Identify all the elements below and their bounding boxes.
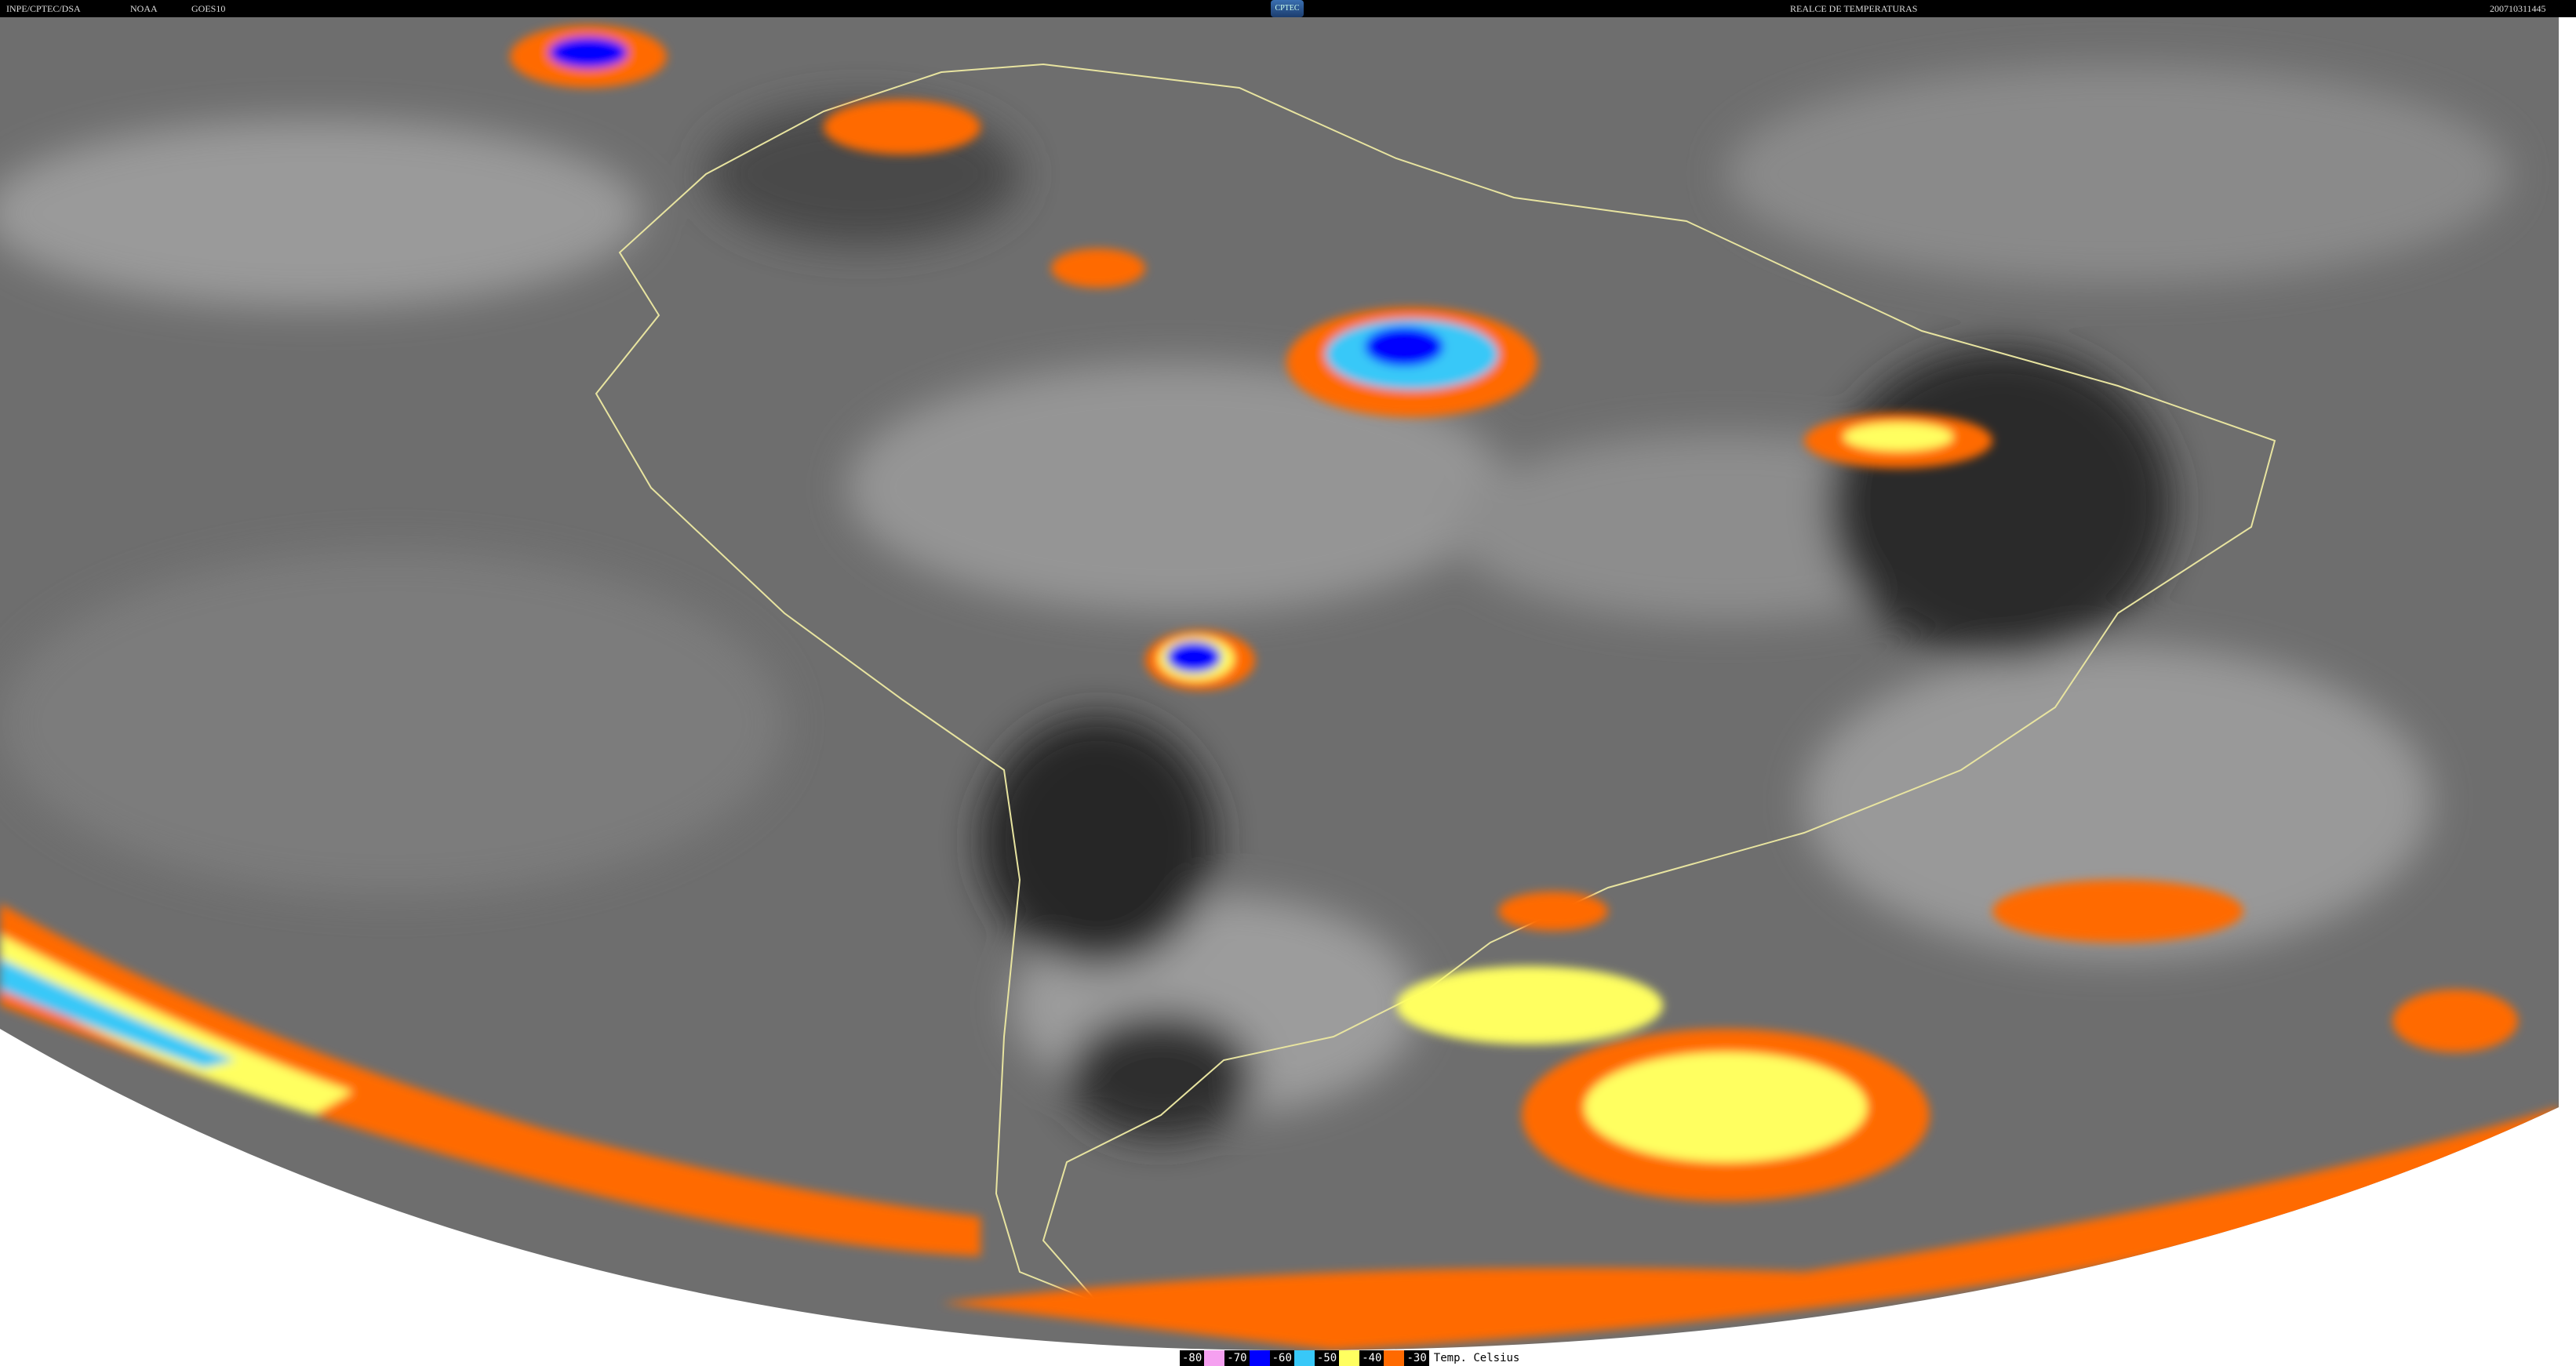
- legend-label: -40: [1359, 1350, 1384, 1366]
- legend-label: -30: [1404, 1350, 1429, 1366]
- legend-label: -80: [1180, 1350, 1205, 1366]
- cloud-field: [0, 64, 2510, 1139]
- cptec-logo: CPTEC: [1271, 0, 1304, 17]
- legend-swatch: [1293, 1350, 1315, 1366]
- source-label: INPE/CPTEC/DSA: [6, 3, 81, 14]
- header-bar: INPE/CPTEC/DSA NOAA GOES10 CPTEC REALCE …: [0, 0, 2576, 17]
- continent-outline: [595, 63, 2276, 1304]
- legend-swatch: [1384, 1350, 1405, 1366]
- legend-label: -60: [1269, 1350, 1294, 1366]
- cold-cloud-tops: [0, 25, 2559, 1350]
- legend-label: -50: [1314, 1350, 1340, 1366]
- legend-unit: Temp. Celsius: [1433, 1352, 1520, 1364]
- satellite-image: [0, 17, 2576, 1366]
- agency-label: NOAA: [130, 3, 158, 14]
- timestamp: 200710311445: [2490, 3, 2546, 14]
- temperature-legend: -80 -70 -60 -50 -40 -30 Temp. Celsius: [1180, 1350, 1519, 1366]
- legend-swatch: [1204, 1350, 1225, 1366]
- legend-label: -70: [1224, 1350, 1250, 1366]
- legend-swatch: [1249, 1350, 1270, 1366]
- legend-swatch: [1339, 1350, 1360, 1366]
- product-title: REALCE DE TEMPERATURAS: [1790, 3, 1918, 14]
- satellite-label: GOES10: [191, 3, 226, 14]
